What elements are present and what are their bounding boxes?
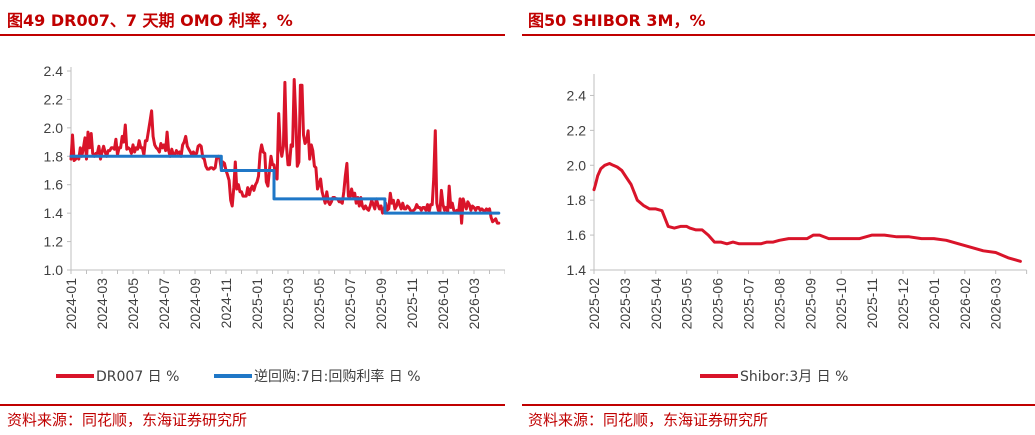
right-legend-label-1: Shibor:3月 日 % (740, 369, 848, 385)
right-x-tick-label: 2025-04 (648, 278, 664, 330)
left-x-tick-label: 2024-09 (187, 278, 203, 330)
left-x-tick-label: 2025-07 (342, 278, 358, 330)
left-x-axis: 2024-01 2024-03 2024-05 2024-07 2024-09 2024-… (63, 269, 505, 330)
right-x-tick-label: 2025-05 (679, 278, 695, 330)
left-x-tick-label: 2026-01 (435, 278, 451, 330)
right-x-tick-label: 2026-02 (957, 278, 973, 330)
left-x-tick-label: 2024-11 (218, 278, 234, 329)
right-chart-title: 图50 SHIBOR 3M，% (528, 11, 706, 30)
left-legend-label-2: 逆回购:7日:回购利率 日 % (254, 368, 421, 385)
left-source-rule (0, 404, 505, 406)
left-plot-area (69, 78, 501, 225)
right-y-tick-label: 2.0 (567, 157, 587, 173)
right-x-tick-label: 2025-06 (710, 278, 726, 330)
right-x-tick-label: 2025-12 (895, 278, 911, 330)
right-legend: Shibor:3月 日 % (700, 369, 848, 385)
right-source-rule (522, 404, 1035, 406)
right-y-tick-label: 1.6 (567, 227, 587, 243)
left-y-tick-label: 2.0 (44, 120, 64, 136)
dr007-omo-chart: 1.01.21.41.61.82.02.22.4 2024-01 2024-03 2… (44, 63, 505, 385)
right-x-tick-label: 2026-03 (988, 278, 1004, 330)
shibor-3m-chart: 1.4 1.6 1.8 2.0 2.2 2.4 2025-02 2025-03 2025-04… (567, 74, 1028, 385)
left-series-line-2 (69, 154, 501, 215)
left-legend: DR007 日 % 逆回购:7日:回购利率 日 % (56, 368, 421, 385)
right-x-tick-label: 2025-03 (617, 278, 633, 330)
right-y-tick-label: 1.4 (567, 262, 587, 278)
left-y-axis: 1.0 1.2 1.4 1.6 1.8 2.0 2.2 2.4 (44, 63, 72, 278)
right-chart-panel: 图50 SHIBOR 3M，% 1.4 1.6 1.8 2.0 2.2 2.4 2025-… (522, 0, 1035, 435)
left-y-tick-label: 2.4 (44, 63, 64, 79)
right-series-line-1 (592, 162, 1022, 263)
right-y-tick-label: 1.8 (567, 192, 587, 208)
right-x-tick-label: 2025-09 (802, 278, 818, 330)
left-y-tick-label: 1.2 (44, 234, 64, 250)
left-x-tick-label: 2024-05 (125, 278, 141, 330)
right-title-rule (522, 34, 1035, 36)
right-x-tick-label: 2026-01 (926, 278, 942, 330)
right-x-tick-label: 2025-07 (741, 278, 757, 330)
left-x-tick-label: 2026-03 (466, 278, 482, 330)
left-y-tick-label: 2.2 (44, 91, 64, 107)
left-legend-label-1: DR007 日 % (96, 369, 179, 385)
left-y-tick-label: 1.6 (44, 177, 64, 193)
left-x-tick-label: 2024-03 (94, 278, 110, 330)
left-x-tick-label: 2025-11 (404, 278, 420, 329)
left-x-tick-label: 2024-01 (63, 278, 79, 330)
right-x-tick-label: 2025-10 (833, 278, 849, 330)
left-x-tick-label: 2024-07 (156, 278, 172, 330)
left-chart-panel: 图49 DR007、7 天期 OMO 利率，% 1.0 1.2 1.4 1.6 1.8 2… (0, 0, 505, 435)
left-x-tick-label: 2025-01 (249, 278, 265, 330)
left-y-tick-label: 1.8 (44, 148, 64, 164)
left-y-tick-label: 1.0 (44, 262, 64, 278)
left-title-rule (0, 34, 505, 36)
left-chart-title: 图49 DR007、7 天期 OMO 利率，% (7, 11, 293, 30)
right-x-tick-label: 2025-11 (864, 278, 880, 329)
left-x-tick-label: 2025-09 (373, 278, 389, 330)
left-y-tick-label: 1.4 (44, 205, 64, 221)
right-x-tick-label: 2025-08 (771, 278, 787, 330)
left-series-line-1 (69, 78, 501, 225)
right-y-axis: 1.4 1.6 1.8 2.0 2.2 2.4 (567, 74, 595, 278)
left-x-tick-label: 2025-03 (280, 278, 296, 330)
right-y-tick-label: 2.2 (567, 122, 587, 138)
left-x-tick-label: 2025-05 (311, 278, 327, 330)
right-y-tick-label: 2.4 (567, 87, 587, 103)
right-x-tick-label: 2025-02 (586, 278, 602, 330)
right-plot-area (592, 162, 1022, 263)
right-x-axis: 2025-02 2025-03 2025-04 2025-05 2025-06 2025-… (586, 269, 1028, 330)
left-source-note: 资料来源：同花顺，东海证券研究所 (7, 411, 248, 429)
right-source-note: 资料来源：同花顺，东海证券研究所 (528, 411, 769, 429)
